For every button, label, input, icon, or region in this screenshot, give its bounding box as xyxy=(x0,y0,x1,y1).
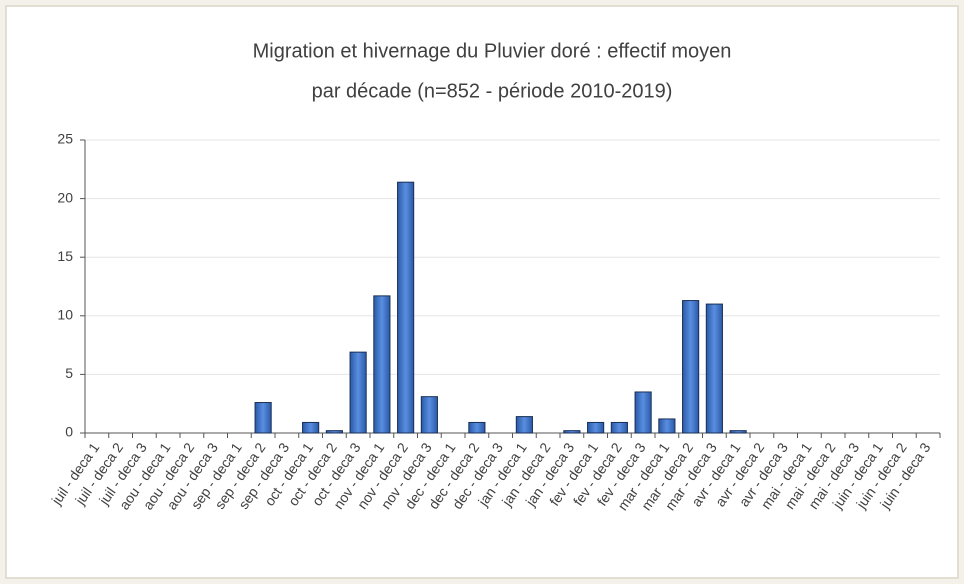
bar xyxy=(658,418,676,434)
bar xyxy=(610,421,628,434)
bar xyxy=(682,300,700,434)
y-tick-label: 20 xyxy=(57,189,73,205)
bar xyxy=(468,421,486,434)
chart-title: Migration et hivernage du Pluvier doré :… xyxy=(253,40,732,62)
chart-title: par décade (n=852 - période 2010-2019) xyxy=(312,80,673,102)
bar xyxy=(373,295,391,434)
y-tick-label: 25 xyxy=(57,131,73,147)
y-tick-label: 0 xyxy=(65,424,73,440)
chart-frame xyxy=(5,5,959,579)
bar xyxy=(302,421,320,434)
bar xyxy=(420,396,438,434)
bar xyxy=(397,181,415,434)
bar xyxy=(515,416,533,434)
bar xyxy=(729,430,747,434)
y-tick-label: 5 xyxy=(65,365,73,381)
bar xyxy=(349,351,367,434)
y-tick-label: 15 xyxy=(57,248,73,264)
bar xyxy=(705,303,723,434)
bar xyxy=(254,402,272,434)
bar xyxy=(325,430,343,434)
bar xyxy=(563,430,581,434)
bar xyxy=(634,391,652,434)
y-tick-label: 10 xyxy=(57,307,73,323)
bar xyxy=(587,421,605,434)
